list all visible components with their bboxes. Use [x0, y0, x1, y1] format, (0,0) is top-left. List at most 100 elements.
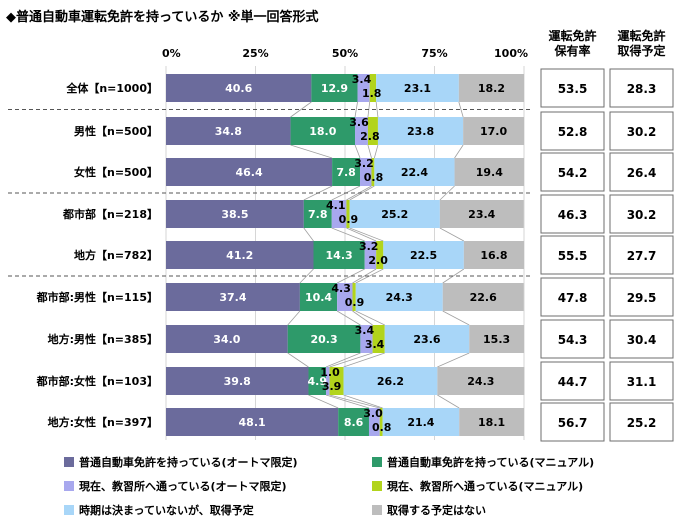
bar-segment — [379, 408, 383, 436]
data-label: 2.8 — [360, 130, 380, 143]
data-label: 4.1 — [326, 199, 346, 212]
data-label: 1.8 — [362, 87, 382, 100]
x-tick-label: 50% — [332, 47, 358, 60]
side-column-value: 55.5 — [558, 249, 588, 263]
data-label: 3.0 — [363, 407, 383, 420]
data-label: 3.9 — [322, 380, 342, 393]
data-label: 12.9 — [321, 82, 348, 95]
bar-segment — [469, 325, 524, 353]
category-label: 地方:女性【n=397】 — [48, 415, 158, 429]
side-column-cell — [609, 319, 674, 359]
data-label: 34.8 — [215, 125, 242, 138]
legend-swatch — [64, 481, 74, 491]
group-dividers — [8, 109, 530, 277]
side-column-header: 運転免許 — [548, 28, 596, 43]
side-column-cell — [540, 194, 605, 234]
bar-segment — [166, 283, 300, 311]
connector-line — [329, 352, 373, 368]
data-label: 48.1 — [239, 416, 266, 429]
connector-line — [354, 144, 361, 159]
bar-segment — [313, 241, 365, 269]
bar-segment — [166, 408, 339, 436]
category-labels: 全体【n=1000】男性【n=500】女性【n=500】都市部【n=218】地方… — [36, 81, 158, 429]
bar-segment — [376, 74, 459, 102]
legend-swatch — [372, 505, 382, 515]
bar-segment — [355, 117, 368, 145]
side-column-value: 25.2 — [627, 416, 657, 430]
connector-line — [442, 310, 470, 326]
data-label: 4.9 — [308, 375, 328, 388]
connector-line — [287, 310, 301, 326]
data-label: 3.4 — [352, 73, 372, 86]
connector-line — [355, 268, 384, 284]
bar-segment — [287, 325, 361, 353]
connector-line — [439, 227, 465, 242]
bar-segment — [166, 367, 309, 395]
data-label: 24.3 — [467, 375, 494, 388]
connector-line — [349, 227, 384, 242]
legend-swatch — [64, 457, 74, 467]
bar-row: 38.5 7.84.10.9 25.2 23.4 — [166, 199, 524, 228]
side-column-value: 27.7 — [627, 249, 657, 263]
data-label: 26.2 — [377, 375, 404, 388]
connector-line — [349, 185, 375, 201]
bar-segment — [166, 158, 333, 186]
bar-segment — [166, 325, 288, 353]
connector-line — [343, 352, 385, 368]
side-column-value: 44.7 — [558, 375, 588, 389]
data-label: 23.1 — [404, 82, 431, 95]
bar-segment — [352, 283, 356, 311]
connector-line — [437, 352, 470, 368]
bar-segment — [369, 74, 377, 102]
connector-line — [437, 394, 460, 409]
data-label: 41.2 — [226, 249, 253, 262]
data-label: 3.4 — [355, 324, 375, 337]
side-column-cell — [540, 152, 605, 192]
data-label: 38.5 — [221, 208, 248, 221]
legend-swatch — [64, 505, 74, 515]
data-label: 22.6 — [470, 291, 497, 304]
side-column-cell — [609, 235, 674, 275]
bar-segment — [355, 283, 443, 311]
bar-segment — [290, 117, 356, 145]
bar-row: 34.0 20.3 3.43.4 23.6 15.3 — [166, 324, 524, 353]
category-label: 地方:男性【n=385】 — [48, 332, 158, 346]
side-column-cell — [540, 319, 605, 359]
data-label: 37.4 — [219, 291, 246, 304]
bar-segment — [458, 74, 524, 102]
side-column-value: 31.1 — [627, 375, 657, 389]
bar-segment — [331, 200, 347, 228]
bar-segment — [337, 283, 353, 311]
legend-item: 時期は決まっていないが、取得予定 — [64, 503, 254, 517]
bar-segment — [376, 241, 384, 269]
bars: 40.6 12.93.41.8 23.1 18.234.8 18.03.62.8 23.8… — [166, 73, 525, 436]
data-label: 0.9 — [339, 213, 359, 226]
bar-segment — [368, 408, 380, 436]
connector-line — [299, 268, 314, 284]
side-column-cell — [609, 277, 674, 317]
legend-item: 普通自動車免許を持っている(マニュアル) — [372, 455, 594, 469]
connector-line — [355, 310, 385, 326]
side-column-header: 運転免許 — [617, 28, 665, 43]
data-label: 17.0 — [480, 125, 507, 138]
bar-segment — [454, 158, 524, 186]
bar-segment — [166, 200, 304, 228]
side-column-value: 30.2 — [627, 125, 657, 139]
bar-segment — [308, 367, 327, 395]
legend-swatch — [372, 457, 382, 467]
data-label: 21.4 — [407, 416, 434, 429]
category-label: 都市部:女性【n=103】 — [36, 374, 158, 388]
legend-label: 現在、教習所へ通っている(マニュアル) — [387, 479, 583, 493]
connector-line — [367, 144, 372, 159]
bar-segment — [463, 241, 524, 269]
bar-segment — [459, 408, 524, 436]
bar-row: 37.4 10.44.30.9 24.3 22.6 — [166, 282, 524, 311]
data-label: 40.6 — [225, 82, 252, 95]
data-label: 2.0 — [368, 254, 388, 267]
connector-line — [343, 394, 383, 409]
bar-segment — [349, 200, 440, 228]
legend-item: 普通自動車免許を持っている(オートマ限定) — [64, 455, 298, 469]
bar-segment — [346, 200, 350, 228]
